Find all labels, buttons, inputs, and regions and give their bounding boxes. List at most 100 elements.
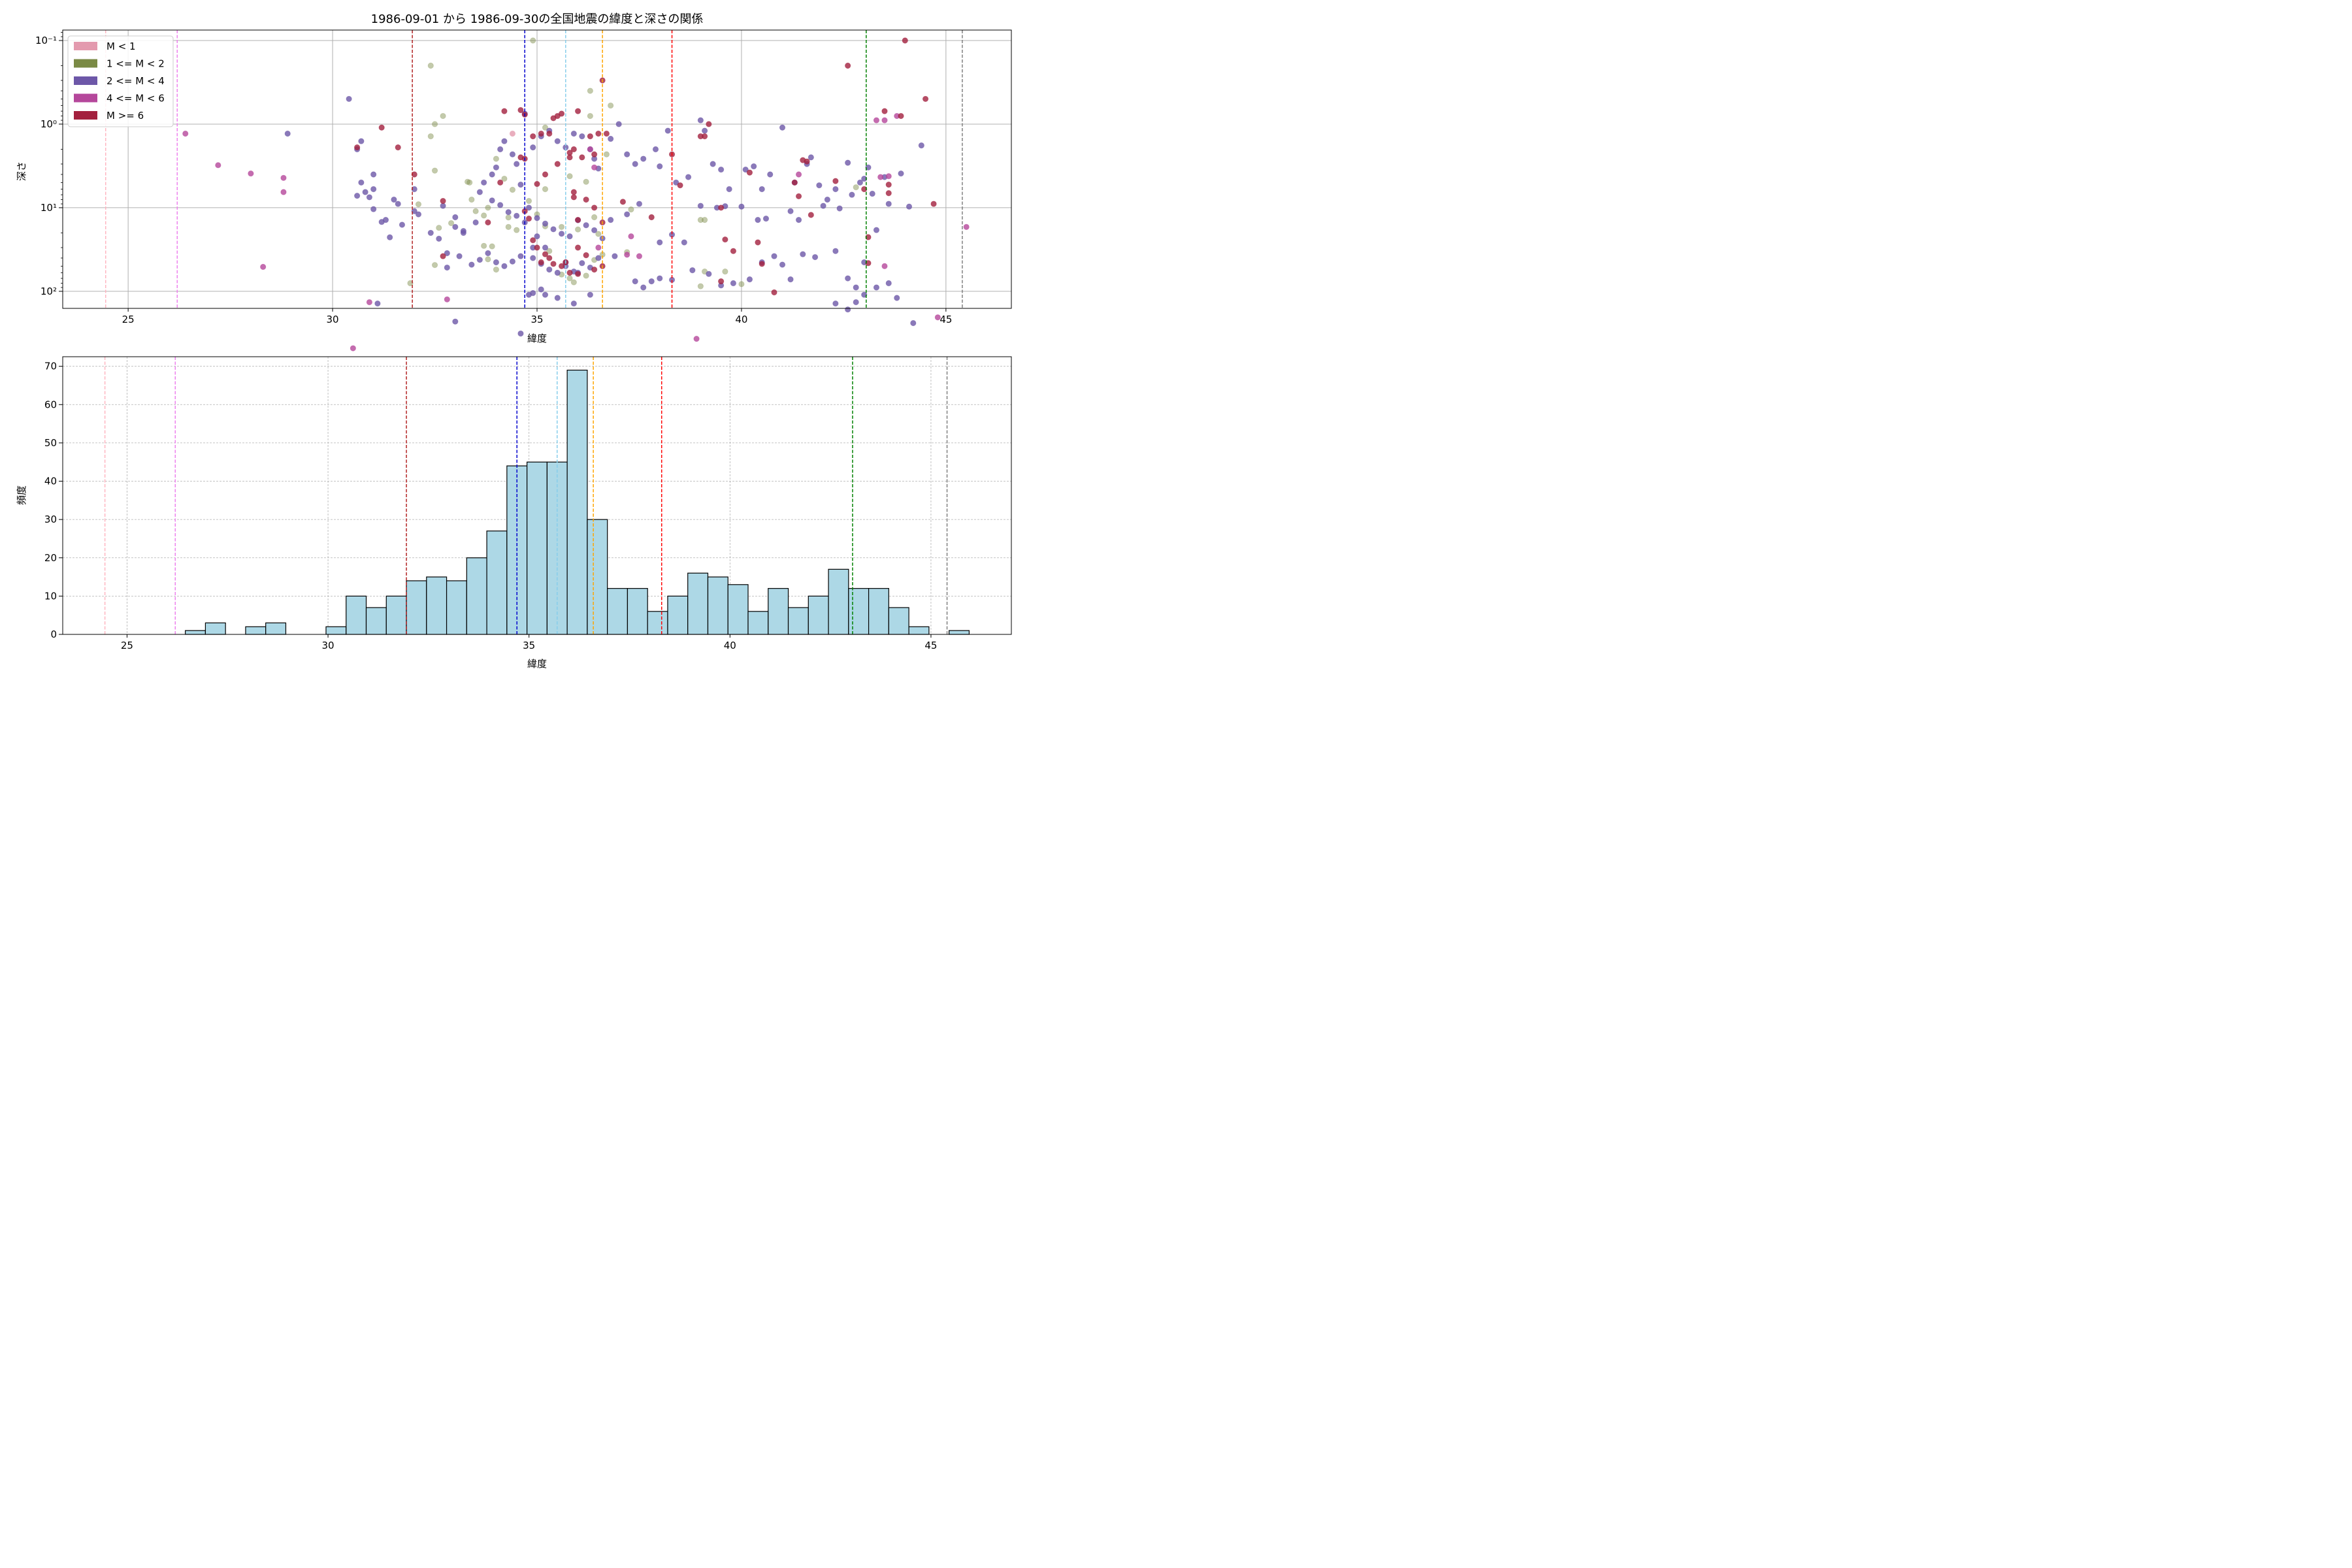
scatter-gridlines — [63, 30, 1011, 308]
scatter-point — [759, 261, 765, 267]
histogram-y-tick-label: 60 — [44, 399, 57, 410]
scatter-point — [608, 217, 614, 223]
scatter-point — [476, 189, 483, 195]
scatter-point — [832, 300, 839, 307]
scatter-point — [427, 62, 434, 69]
histogram-bar — [808, 595, 829, 635]
scatter-point — [530, 144, 536, 151]
scatter-point — [468, 261, 475, 268]
scatter-point — [525, 204, 532, 211]
scatter-point — [934, 314, 941, 321]
histogram-y-tick-label: 10 — [44, 590, 57, 602]
scatter-point — [865, 164, 872, 171]
scatter-point — [534, 180, 540, 188]
scatter-point — [963, 223, 970, 231]
histogram-bar — [325, 626, 347, 635]
scatter-point — [885, 190, 892, 197]
scatter-point — [493, 267, 500, 273]
scatter-point — [702, 127, 708, 134]
scatter-point — [697, 217, 704, 223]
scatter-point — [751, 163, 757, 170]
scatter-point — [415, 201, 422, 208]
scatter-point — [861, 186, 868, 193]
scatter-point — [845, 275, 851, 282]
scatter-point — [481, 242, 487, 249]
scatter-point — [910, 319, 917, 327]
scatter-point — [587, 146, 593, 153]
scatter-point — [906, 203, 913, 210]
scatter-point — [542, 291, 549, 298]
scatter-point — [718, 204, 725, 211]
histogram-x-ticks: 25 30 35 40 45 — [121, 634, 937, 651]
scatter-point — [657, 275, 663, 282]
scatter-point — [791, 179, 798, 186]
scatter-point — [873, 227, 880, 233]
scatter-point — [657, 239, 663, 246]
scatter-point — [718, 166, 725, 173]
histogram-y-tick-label: 30 — [44, 514, 57, 525]
scatter-point — [530, 289, 536, 297]
histogram-axes-frame — [62, 356, 1012, 635]
legend-label: M >= 6 — [106, 110, 144, 122]
legend-swatch — [74, 42, 97, 50]
scatter-point — [452, 223, 459, 231]
scatter-point — [501, 263, 508, 269]
scatter-point — [689, 267, 696, 274]
histogram-y-tick-label: 0 — [50, 629, 57, 640]
scatter-point — [657, 163, 663, 170]
scatter-point — [574, 108, 581, 114]
scatter-point — [574, 244, 581, 251]
scatter-point — [358, 179, 365, 186]
scatter-point — [730, 280, 737, 287]
legend-swatch — [74, 93, 97, 103]
scatter-point — [603, 130, 610, 137]
scatter-point — [595, 244, 602, 251]
histogram-bar — [466, 557, 487, 635]
scatter-point — [706, 270, 712, 277]
scatter-point — [452, 214, 459, 221]
histogram-y-tick-label: 20 — [44, 552, 57, 564]
scatter-point — [746, 276, 753, 283]
scatter-point — [558, 223, 565, 231]
scatter-point — [722, 269, 728, 275]
histogram-y-tick-label: 70 — [44, 361, 57, 372]
histogram-bar — [747, 611, 769, 635]
scatter-point — [922, 95, 929, 103]
scatter-point — [857, 179, 864, 186]
histogram-bar — [265, 622, 287, 635]
scatter-point — [722, 236, 728, 243]
scatter-point — [885, 280, 892, 287]
scatter-point — [898, 170, 904, 177]
scatter-point — [608, 135, 614, 142]
scatter-point — [832, 248, 839, 254]
scatter-point — [558, 110, 565, 117]
scatter-point — [395, 144, 401, 151]
scatter-point — [591, 164, 598, 171]
histogram-bar — [185, 630, 206, 635]
scatter-point — [485, 219, 491, 226]
scatter-point — [440, 112, 446, 120]
scatter-point — [448, 220, 455, 227]
scatter-point — [755, 239, 761, 246]
scatter-y-ticks: 10⁻¹ 10⁰ 10¹ 10² — [35, 35, 63, 297]
scatter-point — [538, 130, 544, 137]
scatter-point — [624, 211, 630, 218]
scatter-point — [456, 253, 463, 259]
scatter-point — [440, 253, 446, 259]
histogram-bar — [627, 588, 648, 635]
scatter-point — [525, 197, 532, 204]
scatter-point — [472, 219, 479, 226]
scatter-point — [493, 164, 500, 171]
scatter-x-tick-label: 25 — [122, 314, 135, 325]
scatter-point — [820, 203, 826, 209]
scatter-point — [640, 284, 647, 291]
scatter-x-tick-label: 45 — [939, 314, 952, 325]
scatter-point — [509, 258, 516, 265]
scatter-point — [702, 269, 708, 275]
scatter-point — [525, 215, 532, 222]
scatter-point — [550, 261, 557, 267]
scatter-point — [652, 146, 659, 153]
scatter-point — [509, 186, 516, 193]
scatter-point — [411, 208, 417, 214]
scatter-point — [615, 121, 622, 127]
